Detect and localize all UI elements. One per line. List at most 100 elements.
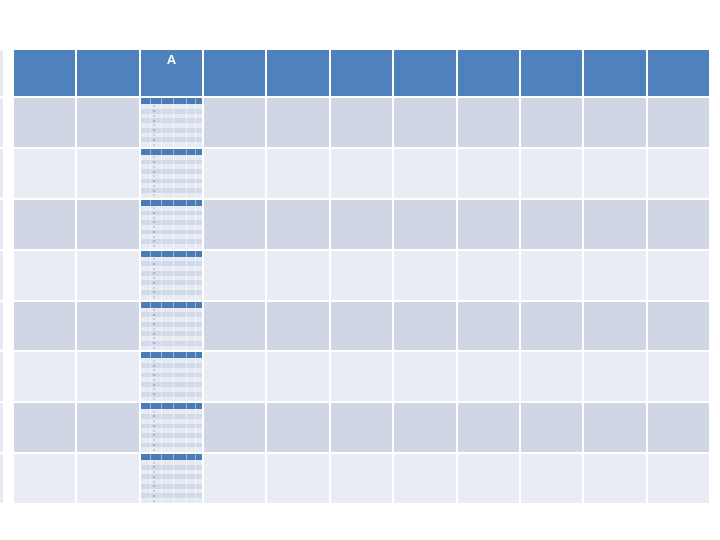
- table-cell: [140, 98, 203, 147]
- mini-table-row: [140, 256, 203, 262]
- table-cell: [394, 301, 456, 351]
- mini-table-row: [140, 498, 203, 503]
- data-table: A: [14, 50, 709, 503]
- mini-table-row: [140, 215, 203, 221]
- table-cell: [140, 454, 203, 503]
- table-cell: [267, 301, 329, 351]
- mini-table-cell-dot: [152, 327, 155, 330]
- mini-table-row: [140, 261, 203, 267]
- mini-table-cell-dot: [152, 216, 155, 219]
- mini-table-row: [140, 234, 203, 240]
- mini-table-cell-dot: [152, 499, 155, 502]
- mini-table-cell-dot: [152, 281, 155, 284]
- mini-table-cell-dot: [152, 378, 155, 381]
- mini-table-cell-dot: [152, 138, 155, 141]
- table-cell: [204, 250, 266, 300]
- mini-table-row: [140, 220, 203, 225]
- table-cell: [267, 403, 329, 453]
- mini-table-cell-dot: [152, 342, 155, 345]
- mini-table-row: [140, 488, 203, 494]
- nested-mini-table: [140, 301, 203, 351]
- mini-table-cell-dot: [152, 369, 155, 372]
- table-cell: [520, 250, 583, 300]
- table-cell: [584, 454, 646, 503]
- mini-table-cell-dot: [152, 471, 155, 474]
- mini-table-row: [140, 386, 203, 392]
- header-cell-label: A: [166, 52, 177, 67]
- table-cell: [14, 250, 76, 300]
- sliver-band: [0, 199, 3, 249]
- mini-table-cell-dot: [152, 323, 155, 326]
- table-cell: [647, 454, 709, 503]
- table-cell: [647, 301, 709, 351]
- mini-table-row: [140, 289, 203, 295]
- mini-table-row: [140, 193, 203, 198]
- table-cell: [77, 454, 139, 503]
- mini-table-row: [140, 224, 203, 230]
- table-cell: [647, 352, 709, 402]
- mini-table-row: [140, 483, 203, 489]
- table-cell: [394, 148, 456, 198]
- mini-table-cell-dot: [152, 420, 155, 423]
- table-cell: [330, 454, 393, 503]
- mini-table-row: [140, 409, 203, 415]
- mini-table-row: [140, 127, 203, 133]
- mini-table-row: [140, 104, 203, 109]
- table-row: [14, 301, 709, 351]
- table-cell: [140, 250, 203, 300]
- mini-table-row: [140, 132, 203, 138]
- header-cell: [77, 50, 139, 96]
- nested-mini-table: [140, 148, 203, 198]
- mini-table-row: [140, 336, 203, 341]
- mini-table-row: [140, 275, 203, 281]
- table-cell: [647, 98, 709, 147]
- mini-table-cell-dot: [152, 207, 155, 210]
- header-cell: [330, 50, 393, 96]
- mini-table-row: [140, 243, 203, 249]
- nested-mini-table: [140, 199, 203, 249]
- table-cell: [204, 352, 266, 402]
- mini-table-header: [140, 148, 203, 155]
- table-cell: [330, 148, 393, 198]
- mini-table-row: [140, 137, 203, 143]
- mini-table-row: [140, 447, 203, 453]
- table-cell: [584, 403, 646, 453]
- mini-table-cell-dot: [152, 267, 155, 270]
- mini-table-cell-dot: [152, 485, 155, 488]
- mini-table-row: [140, 312, 203, 318]
- mini-table-row: [140, 377, 203, 383]
- mini-table-cell-dot: [152, 226, 155, 229]
- mini-table-cell-dot: [152, 291, 155, 294]
- table-cell: [77, 148, 139, 198]
- table-cell: [330, 98, 393, 147]
- mini-table-cell-dot: [152, 105, 155, 108]
- mini-table-cell-dot: [152, 359, 155, 362]
- mini-table-cell-dot: [152, 388, 155, 391]
- mini-table-cell-dot: [152, 124, 155, 127]
- table-cell: [457, 148, 519, 198]
- header-cell: [394, 50, 456, 96]
- mini-table-cell-dot: [152, 184, 155, 187]
- table-row: [14, 250, 709, 300]
- table-cell: [394, 454, 456, 503]
- table-cell: [457, 250, 519, 300]
- table-cell: [330, 403, 393, 453]
- table-cell: [77, 250, 139, 300]
- table-cell: [77, 199, 139, 249]
- table-cell: [330, 250, 393, 300]
- mini-table-row: [140, 173, 203, 179]
- table-cell: [520, 148, 583, 198]
- header-cell: [647, 50, 709, 96]
- mini-table-row: [140, 294, 203, 300]
- table-cell: [14, 301, 76, 351]
- mini-table-row: [140, 118, 203, 124]
- header-cell: [457, 50, 519, 96]
- mini-table-cell-dot: [152, 194, 155, 197]
- table-cell: [140, 301, 203, 351]
- table-cell: [584, 301, 646, 351]
- table-row: [14, 98, 709, 147]
- mini-table-row: [140, 428, 203, 434]
- mini-table-row: [140, 460, 203, 465]
- nested-mini-table: [140, 352, 203, 402]
- mini-table-row: [140, 423, 203, 429]
